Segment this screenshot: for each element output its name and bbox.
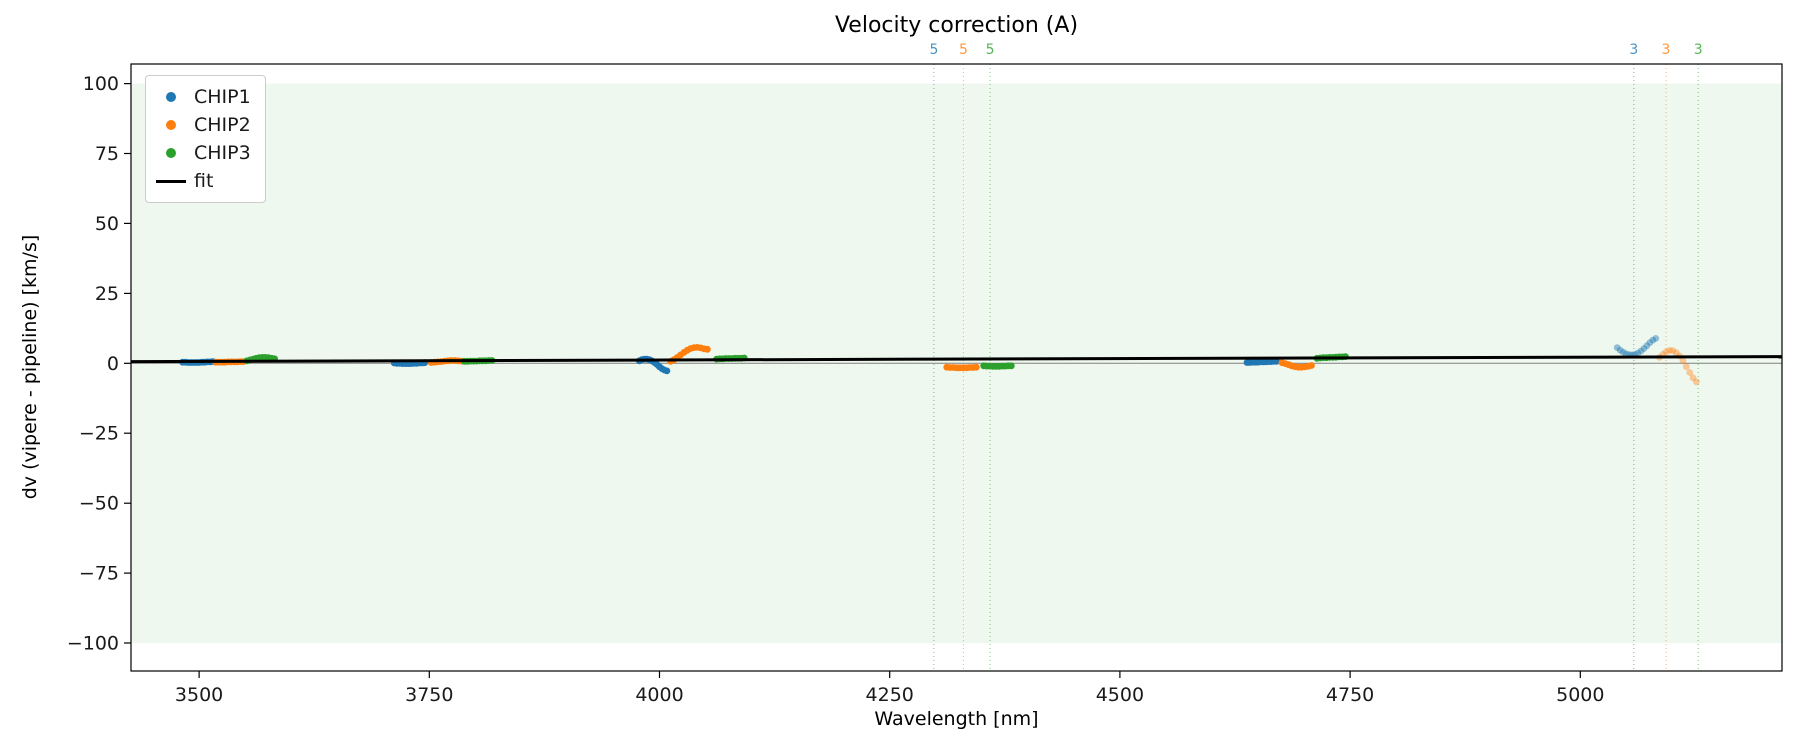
x-tick-label: 5000 [1556,684,1604,706]
y-tick-label: −75 [79,563,119,585]
x-tick-label: 4750 [1326,684,1374,706]
order-count-label: 5 [959,42,968,58]
fit-line [130,355,1783,364]
data-point-chip2 [1672,349,1680,357]
legend-label-chip2: CHIP2 [194,114,251,136]
chart-title: Velocity correction (A) [834,13,1079,38]
data-point-chip2 [704,345,711,353]
x-tick-label: 3500 [175,684,223,706]
y-tick-label: 0 [107,353,119,375]
data-point-chip2 [1693,378,1700,386]
data-point-chip1 [1652,335,1660,342]
x-tick-label: 3750 [405,684,453,706]
y-tick-label: 100 [83,73,119,95]
order-count-label: 5 [986,42,995,58]
data-point-chip2 [972,363,980,371]
x-tick-label: 4000 [635,684,683,706]
data-point-chip1 [1616,346,1624,354]
legend-label-fit: fit [194,170,214,192]
y-axis-label: dv (vipere - pipeline) [km/s] [19,234,41,500]
legend: CHIP1 CHIP2 CHIP3 fit [145,75,266,203]
order-count-label: 3 [1629,42,1638,58]
data-point-chip2 [1666,347,1673,354]
legend-key [154,179,188,183]
y-tick-label: −50 [79,493,119,515]
y-tick-label: 50 [95,213,119,235]
y-tick-label: 75 [95,143,119,165]
y-tick-label: −25 [79,423,119,445]
legend-entry-chip3: CHIP3 [154,139,251,167]
legend-entry-chip2: CHIP2 [154,111,251,139]
y-tick-label: −100 [67,633,119,655]
order-count-label: 5 [929,42,938,58]
x-axis-label: Wavelength [nm] [874,708,1039,730]
data-point-chip2 [1686,369,1694,376]
data-point-chip3 [1007,362,1015,370]
order-count-label: 3 [1694,42,1703,58]
legend-label-chip1: CHIP1 [194,86,251,108]
chip2-dot-icon [166,120,176,130]
data-point-chip1 [1646,339,1654,346]
fit-line-icon [156,179,186,183]
data-point-chip2 [1689,374,1697,382]
x-tick-label: 4250 [866,684,914,706]
legend-key [154,92,188,102]
data-point-chip1 [1649,336,1657,344]
data-point-chip1 [1643,342,1651,350]
data-point-chip1 [1634,349,1642,357]
legend-key [154,148,188,158]
order-count-label: 3 [1662,42,1671,58]
data-point-chip1 [1637,347,1645,355]
chip1-dot-icon [166,92,176,102]
data-point-chip1 [1622,350,1630,358]
data-point-chip1 [663,367,671,375]
x-tick-label: 4500 [1096,684,1144,706]
data-point-chip1 [1613,344,1621,351]
legend-key [154,120,188,130]
data-point-chip2 [1308,362,1315,369]
data-point-chip1 [1619,348,1627,356]
data-point-chip2 [1679,357,1687,365]
plot-border [130,63,1783,672]
data-point-chip2 [1662,348,1670,356]
legend-label-chip3: CHIP3 [194,142,251,164]
data-point-chip1 [1640,345,1648,352]
y-tick-label: 25 [95,283,119,305]
data-point-chip2 [1669,347,1677,355]
legend-entry-chip1: CHIP1 [154,83,251,111]
legend-entry-fit: fit [154,167,251,195]
chip3-dot-icon [166,148,176,158]
data-point-chip2 [1682,363,1690,371]
